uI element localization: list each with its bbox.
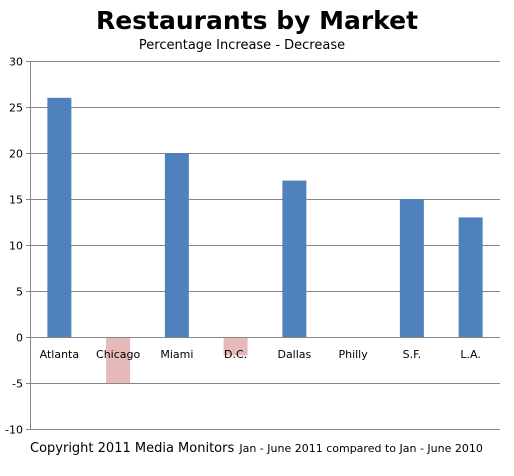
y-tick-label: -10 xyxy=(5,424,23,437)
copyright-text: Copyright 2011 Media Monitors xyxy=(30,441,235,456)
bar xyxy=(47,97,72,337)
y-tick-label: 10 xyxy=(9,240,23,253)
bar xyxy=(164,153,189,337)
bar xyxy=(282,180,307,337)
x-tick-label: Atlanta xyxy=(40,348,79,361)
y-tick-label: -5 xyxy=(12,378,23,391)
bar xyxy=(458,217,483,337)
x-tick-label: Miami xyxy=(160,348,193,361)
bar xyxy=(106,337,131,383)
y-tick-label: 15 xyxy=(9,194,23,207)
footer: Copyright 2011 Media Monitors Jan - June… xyxy=(30,437,483,456)
y-tick-label: 5 xyxy=(16,286,23,299)
y-tick-label: 25 xyxy=(9,102,23,115)
y-tick-label: 0 xyxy=(16,332,23,345)
bar xyxy=(399,199,424,337)
y-tick-label: 20 xyxy=(9,148,23,161)
x-tick-label: Dallas xyxy=(277,348,311,361)
chart-subtitle: Percentage Increase - Decrease xyxy=(138,38,346,53)
footer-note: Jan - June 2011 compared to Jan - June 2… xyxy=(239,442,483,455)
x-tick-label: S.F. xyxy=(403,348,422,361)
y-tick-label: 30 xyxy=(9,56,23,69)
chart-title: Restaurants by Market xyxy=(95,6,419,35)
x-tick-label: L.A. xyxy=(460,348,480,361)
bar xyxy=(223,337,248,356)
x-tick-label: Chicago xyxy=(96,348,140,361)
x-tick-label: Philly xyxy=(338,348,368,361)
x-tick-label: D.C. xyxy=(224,348,247,361)
